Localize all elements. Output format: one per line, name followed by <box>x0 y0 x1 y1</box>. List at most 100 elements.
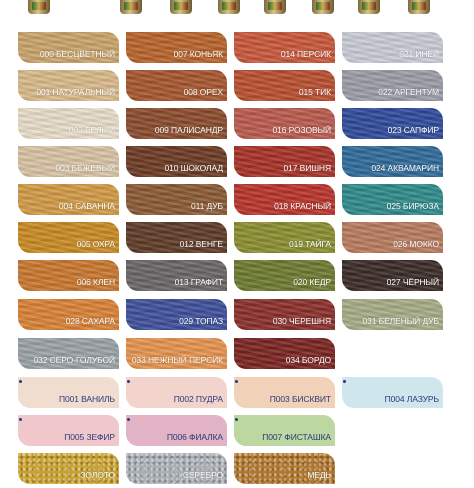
color-swatch[interactable]: 019 ТАЙГА <box>234 222 335 253</box>
color-swatch[interactable]: 033 НЕЖНЫЙ ПЕРСИК <box>126 338 227 369</box>
color-swatch[interactable]: 003 БЕЖЕВЫЙ <box>18 146 119 177</box>
color-swatch[interactable]: 023 САПФИР <box>342 108 443 139</box>
wood-texture <box>126 222 227 253</box>
wood-texture <box>18 146 119 177</box>
swatch-label: СЕРЕБРО <box>182 470 223 480</box>
swatch-label: 005 ОХРА <box>76 239 116 249</box>
color-swatch[interactable]: 004 САВАННА <box>18 184 119 215</box>
color-swatch[interactable]: 031 БЕЛЕНЫЙ ДУБ <box>342 299 443 330</box>
swatch-label: 026 МОККО <box>393 239 439 249</box>
color-swatch[interactable]: 032 СЕРО-ГОЛУБОЙ <box>18 338 119 369</box>
swatch-label: П007 ФИСТАШКА <box>262 432 331 442</box>
color-swatch[interactable]: 027 ЧЁРНЫЙ <box>342 260 443 291</box>
paint-can-image <box>120 0 142 14</box>
color-swatch[interactable]: МЕДЬ <box>234 453 335 484</box>
product-cans-strip <box>0 0 474 20</box>
swatch-label: 004 САВАННА <box>58 201 115 211</box>
color-swatch[interactable]: 012 ВЕНГЕ <box>126 222 227 253</box>
color-swatch[interactable]: П001 ВАНИЛЬ <box>18 377 119 408</box>
wood-texture <box>342 108 443 139</box>
color-swatch[interactable]: 028 САХАРА <box>18 299 119 330</box>
wood-texture <box>342 70 443 101</box>
swatch-label: 025 БИРЮЗА <box>386 201 439 211</box>
wood-texture <box>234 453 335 484</box>
color-swatch[interactable]: 006 КЛЕН <box>18 260 119 291</box>
wood-texture <box>234 146 335 177</box>
swatch-label: 011 ДУБ <box>190 201 223 211</box>
color-swatch[interactable]: 025 БИРЮЗА <box>342 184 443 215</box>
color-swatch[interactable]: 009 ПАЛИСАНДР <box>126 108 227 139</box>
wood-texture <box>18 338 119 369</box>
color-swatch[interactable]: 024 АКВАМАРИН <box>342 146 443 177</box>
color-swatch[interactable]: 018 КРАСНЫЙ <box>234 184 335 215</box>
wood-texture <box>126 453 227 484</box>
color-swatch[interactable]: 020 КЕДР <box>234 260 335 291</box>
color-swatch[interactable]: П004 ЛАЗУРЬ <box>342 377 443 408</box>
wood-texture <box>234 70 335 101</box>
marker-dot-icon <box>19 418 22 421</box>
swatch-label: 014 ПЕРСИК <box>280 49 331 59</box>
color-swatch[interactable]: 005 ОХРА <box>18 222 119 253</box>
color-swatch[interactable]: 015 ТИК <box>234 70 335 101</box>
color-swatch[interactable]: ЗОЛОТО <box>18 453 119 484</box>
wood-texture <box>234 108 335 139</box>
color-swatch[interactable]: П003 БИСКВИТ <box>234 377 335 408</box>
swatch-label: П004 ЛАЗУРЬ <box>384 394 440 404</box>
swatch-label: 001 НАТУРАЛЬНЫЙ <box>36 87 115 97</box>
paint-can-image <box>28 0 50 14</box>
color-swatch[interactable]: 007 КОНЬЯК <box>126 32 227 63</box>
swatch-label: П003 БИСКВИТ <box>269 394 331 404</box>
wood-texture <box>126 108 227 139</box>
color-swatch[interactable]: 008 ОРЕХ <box>126 70 227 101</box>
swatch-label: 031 БЕЛЕНЫЙ ДУБ <box>362 316 439 326</box>
color-swatch[interactable]: 002 БЕЛЫЙ <box>18 108 119 139</box>
wood-texture <box>18 108 119 139</box>
wood-texture <box>342 260 443 291</box>
swatch-label: 027 ЧЁРНЫЙ <box>386 277 439 287</box>
color-swatch[interactable]: П002 ПУДРА <box>126 377 227 408</box>
swatch-label: 015 ТИК <box>298 87 331 97</box>
swatch-label: 028 САХАРА <box>65 316 115 326</box>
color-swatch[interactable]: П007 ФИСТАШКА <box>234 415 335 446</box>
marker-dot-icon <box>127 380 130 383</box>
swatch-label: 018 КРАСНЫЙ <box>274 201 331 211</box>
color-swatch[interactable]: 022 АРГЕНТУМ <box>342 70 443 101</box>
color-swatch[interactable]: 011 ДУБ <box>126 184 227 215</box>
wood-texture <box>234 338 335 369</box>
color-swatch[interactable]: 013 ГРАФИТ <box>126 260 227 291</box>
marker-dot-icon <box>127 418 130 421</box>
wood-texture <box>126 184 227 215</box>
swatch-label: П005 ЗЕФИР <box>64 432 115 442</box>
wood-texture <box>18 453 119 484</box>
swatch-label: 002 БЕЛЫЙ <box>68 125 115 135</box>
color-swatch[interactable]: 016 РОЗОВЫЙ <box>234 108 335 139</box>
color-swatch[interactable]: 026 МОККО <box>342 222 443 253</box>
swatch-label: МЕДЬ <box>307 470 331 480</box>
marker-dot-icon <box>235 418 238 421</box>
color-swatch[interactable]: 030 ЧЕРЕШНЯ <box>234 299 335 330</box>
swatch-label: ЗОЛОТО <box>80 470 115 480</box>
color-swatch[interactable]: П006 ФИАЛКА <box>126 415 227 446</box>
color-swatch[interactable]: П005 ЗЕФИР <box>18 415 119 446</box>
color-swatch[interactable]: 000 БЕСЦВЕТНЫЙ <box>18 32 119 63</box>
wood-texture <box>126 70 227 101</box>
color-swatch[interactable]: 010 ШОКОЛАД <box>126 146 227 177</box>
wood-texture <box>18 70 119 101</box>
wood-texture <box>18 184 119 215</box>
wood-texture <box>18 32 119 63</box>
color-swatch[interactable]: 034 БОРДО <box>234 338 335 369</box>
color-swatch[interactable]: СЕРЕБРО <box>126 453 227 484</box>
swatch-label: 017 ВИШНЯ <box>283 163 332 173</box>
swatch-label: 012 ВЕНГЕ <box>179 239 224 249</box>
swatch-label: 006 КЛЕН <box>76 277 115 287</box>
paint-can-image <box>408 0 430 14</box>
wood-texture <box>342 32 443 63</box>
color-swatch[interactable]: 021 ИНЕЙ <box>342 32 443 63</box>
marker-dot-icon <box>19 380 22 383</box>
color-swatch[interactable]: 001 НАТУРАЛЬНЫЙ <box>18 70 119 101</box>
color-swatch[interactable]: 029 ТОПАЗ <box>126 299 227 330</box>
color-swatch[interactable]: 017 ВИШНЯ <box>234 146 335 177</box>
wood-texture <box>234 222 335 253</box>
swatch-label: 021 ИНЕЙ <box>399 49 439 59</box>
color-swatch[interactable]: 014 ПЕРСИК <box>234 32 335 63</box>
